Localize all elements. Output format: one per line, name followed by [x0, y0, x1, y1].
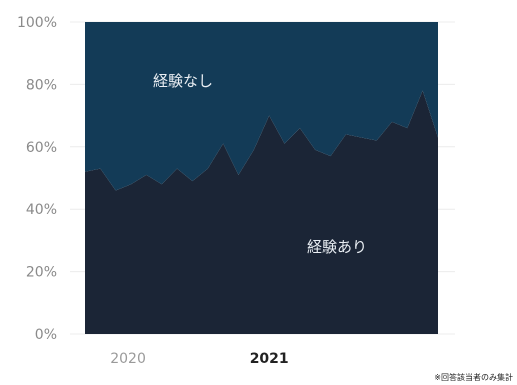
- y-tick-label: 80%: [26, 77, 57, 93]
- series-label-no-experience: 経験なし: [153, 72, 213, 90]
- x-axis: 2020 2021: [110, 351, 288, 367]
- y-tick-label: 40%: [26, 202, 57, 218]
- y-axis: 100% 80% 60% 40% 20% 0%: [17, 15, 57, 343]
- footnote: ※回答該当者のみ集計: [434, 373, 513, 382]
- y-tick-label: 100%: [17, 15, 57, 31]
- y-tick-label: 20%: [26, 265, 57, 281]
- x-tick-label: 2021: [250, 351, 289, 367]
- area-experience: [85, 90, 438, 334]
- series-label-experience: 経験あり: [307, 238, 367, 256]
- y-tick-label: 60%: [26, 140, 57, 156]
- area-layer: [85, 22, 438, 334]
- x-tick-label: 2020: [110, 351, 146, 367]
- area-no-experience: [85, 22, 438, 191]
- y-tick-label: 0%: [35, 327, 57, 343]
